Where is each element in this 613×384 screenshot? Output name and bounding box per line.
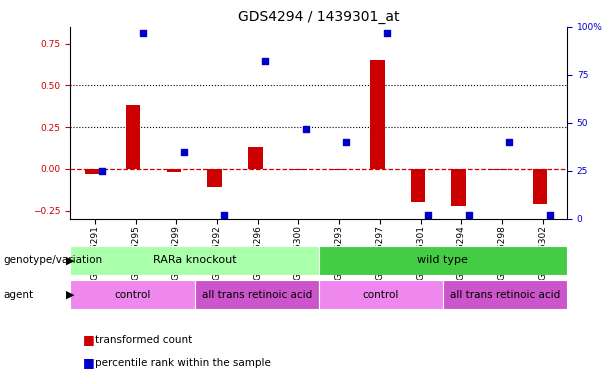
Point xyxy=(138,30,148,36)
Point xyxy=(545,212,555,218)
Bar xyxy=(207,169,222,187)
Text: control: control xyxy=(363,290,399,300)
Bar xyxy=(248,147,262,169)
Bar xyxy=(443,280,567,309)
Text: ▶: ▶ xyxy=(66,290,74,300)
Text: ■: ■ xyxy=(83,356,94,369)
Bar xyxy=(126,105,140,169)
Bar xyxy=(492,169,507,170)
Text: genotype/variation: genotype/variation xyxy=(3,255,102,265)
Bar xyxy=(411,169,425,202)
Bar xyxy=(319,246,567,275)
Bar xyxy=(85,169,100,174)
Bar xyxy=(329,169,344,170)
Text: all trans retinoic acid: all trans retinoic acid xyxy=(450,290,560,300)
Bar xyxy=(167,169,181,172)
Text: all trans retinoic acid: all trans retinoic acid xyxy=(202,290,312,300)
Text: wild type: wild type xyxy=(417,255,468,265)
Text: ■: ■ xyxy=(83,333,94,346)
Bar xyxy=(70,246,319,275)
Point xyxy=(179,149,189,155)
Bar xyxy=(451,169,466,205)
Point xyxy=(383,30,392,36)
Text: transformed count: transformed count xyxy=(95,335,192,345)
Point xyxy=(301,126,311,132)
Bar xyxy=(533,169,547,204)
Point xyxy=(260,58,270,65)
Point xyxy=(463,212,473,218)
Bar xyxy=(319,280,443,309)
Text: agent: agent xyxy=(3,290,33,300)
Bar xyxy=(289,169,303,170)
Point xyxy=(423,212,433,218)
Point xyxy=(219,212,229,218)
Point xyxy=(504,139,514,145)
Text: RARa knockout: RARa knockout xyxy=(153,255,237,265)
Bar xyxy=(370,60,385,169)
Bar xyxy=(70,280,195,309)
Text: ▶: ▶ xyxy=(66,255,74,265)
Text: percentile rank within the sample: percentile rank within the sample xyxy=(95,358,271,368)
Point xyxy=(341,139,351,145)
Text: control: control xyxy=(115,290,151,300)
Bar xyxy=(195,280,319,309)
Point xyxy=(97,168,107,174)
Title: GDS4294 / 1439301_at: GDS4294 / 1439301_at xyxy=(238,10,400,25)
